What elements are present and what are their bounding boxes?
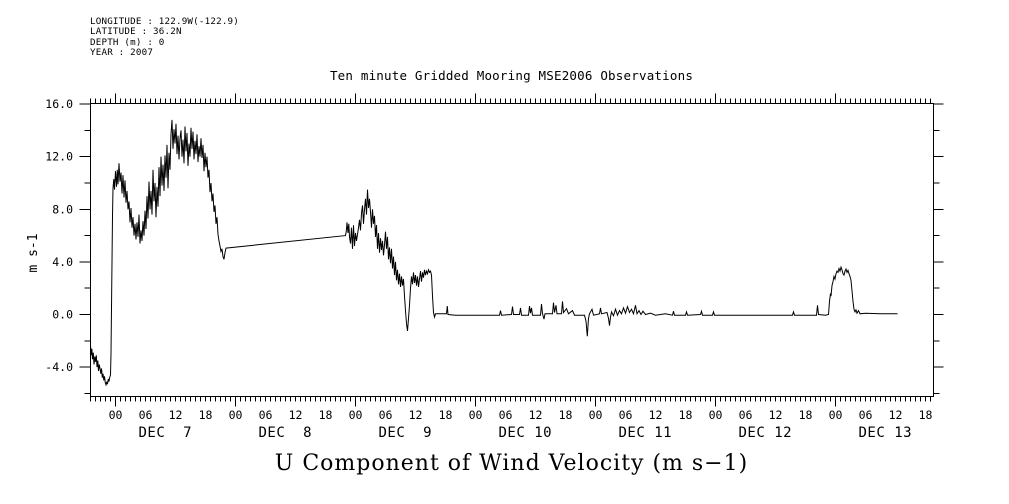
x-hour-label: 00 — [349, 408, 363, 422]
plot-frame — [90, 103, 934, 397]
y-tick-label: 12.0 — [45, 150, 73, 164]
y-tick-label: 8.0 — [52, 202, 73, 216]
x-hour-label: 12 — [889, 408, 903, 422]
x-date-label: DEC 7 — [139, 425, 193, 441]
x-hour-label: 06 — [859, 408, 873, 422]
wind-velocity-line — [90, 119, 898, 387]
x-axis-title: U Component of Wind Velocity (m s−1) — [274, 451, 749, 476]
x-hour-label: 00 — [109, 408, 123, 422]
y-tick-label: -4.0 — [45, 360, 73, 374]
x-hour-label: 06 — [139, 408, 153, 422]
x-hour-label: 18 — [679, 408, 693, 422]
metadata-block: LONGITUDE : 122.9W(-122.9) LATITUDE : 36… — [90, 16, 240, 59]
x-date-label: DEC 12 — [739, 425, 793, 441]
x-hour-label: 00 — [229, 408, 243, 422]
x-hour-label: 18 — [439, 408, 453, 422]
x-hour-label: 06 — [379, 408, 393, 422]
y-tick-label: 0.0 — [52, 308, 73, 322]
x-date-label: DEC 11 — [619, 425, 673, 441]
x-hour-label: 18 — [919, 408, 933, 422]
y-tick-label: 16.0 — [45, 97, 73, 111]
x-hour-label: 12 — [649, 408, 663, 422]
x-hour-label: 00 — [829, 408, 843, 422]
metadata-longitude: LONGITUDE : 122.9W(-122.9) — [90, 16, 240, 27]
x-hour-label: 00 — [709, 408, 723, 422]
x-hour-label: 12 — [529, 408, 543, 422]
x-hour-label: 18 — [319, 408, 333, 422]
x-date-label: DEC 13 — [859, 425, 913, 441]
x-date-label: DEC 9 — [379, 425, 433, 441]
x-hour-label: 06 — [259, 408, 273, 422]
metadata-depth: DEPTH (m) : 0 — [90, 36, 165, 48]
x-hour-label: 06 — [499, 408, 513, 422]
chart-title: Ten minute Gridded Mooring MSE2006 Obser… — [329, 68, 694, 83]
x-date-label: DEC 10 — [499, 425, 553, 441]
y-axis-title: m s-1 — [26, 233, 41, 273]
x-hour-label: 18 — [559, 408, 573, 422]
metadata-latitude: LATITUDE : 36.2N — [90, 26, 182, 38]
x-hour-label: 06 — [739, 408, 753, 422]
x-hour-label: 00 — [469, 408, 483, 422]
x-hour-label: 12 — [169, 408, 183, 422]
y-tick-label: 4.0 — [52, 255, 73, 269]
x-hour-label: 18 — [799, 408, 813, 422]
metadata-year: YEAR : 2007 — [90, 47, 154, 59]
x-hour-label: 06 — [619, 408, 633, 422]
x-hour-label: 12 — [289, 408, 303, 422]
x-hour-label: 18 — [199, 408, 213, 422]
x-hour-label: 00 — [589, 408, 603, 422]
x-hour-label: 12 — [769, 408, 783, 422]
x-hour-label: 12 — [409, 408, 423, 422]
x-date-label: DEC 8 — [259, 425, 313, 441]
